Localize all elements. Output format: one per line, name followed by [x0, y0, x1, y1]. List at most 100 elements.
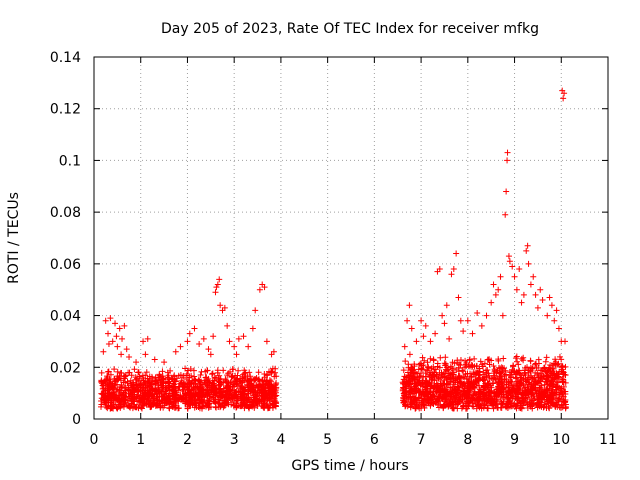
data-point [210, 333, 217, 340]
data-point [266, 390, 273, 397]
data-point [481, 376, 488, 383]
data-point [491, 374, 498, 381]
data-point [406, 351, 413, 358]
data-point [546, 385, 553, 392]
data-point [191, 325, 198, 332]
data-point [159, 368, 166, 375]
data-point [442, 366, 449, 373]
data-point [485, 397, 492, 404]
data-point [116, 325, 123, 332]
data-point [255, 369, 262, 376]
data-point [449, 398, 456, 405]
data-point [143, 369, 150, 376]
data-point [483, 312, 490, 319]
data-point [169, 393, 176, 400]
data-point [430, 372, 437, 379]
data-point [475, 397, 482, 404]
data-point [108, 390, 115, 397]
data-point [239, 373, 246, 380]
data-point [518, 372, 525, 379]
data-point [516, 266, 523, 273]
x-axis-label: GPS time / hours [291, 458, 408, 474]
data-point [124, 380, 131, 387]
data-point [428, 394, 435, 401]
data-point [141, 392, 148, 399]
data-point [153, 394, 160, 401]
data-point [214, 281, 221, 288]
data-point [512, 381, 519, 388]
data-point [474, 309, 481, 316]
data-point [220, 367, 227, 374]
data-point [464, 390, 471, 397]
data-point [477, 389, 484, 396]
data-point [555, 373, 562, 380]
data-point [490, 363, 497, 370]
data-point [552, 395, 559, 402]
data-point [472, 371, 479, 378]
data-point [192, 390, 199, 397]
data-point [548, 377, 555, 384]
data-point [454, 401, 461, 408]
data-point [404, 369, 411, 376]
data-point [220, 379, 227, 386]
data-point [435, 382, 442, 389]
data-point [543, 354, 550, 361]
data-point [135, 369, 142, 376]
data-point [108, 405, 115, 412]
data-point [516, 367, 523, 374]
data-point [273, 373, 280, 380]
data-point [461, 385, 468, 392]
data-point [461, 364, 468, 371]
data-point [411, 376, 418, 383]
data-point [211, 374, 218, 381]
data-point [512, 355, 519, 362]
data-point [509, 393, 516, 400]
data-point [420, 333, 427, 340]
data-point [528, 391, 535, 398]
data-point [471, 363, 478, 370]
data-point [455, 373, 462, 380]
data-point [240, 387, 247, 394]
data-point [446, 335, 453, 342]
data-point [413, 402, 420, 409]
data-point [109, 338, 116, 345]
data-point [420, 388, 427, 395]
data-point [244, 402, 251, 409]
data-point [261, 371, 268, 378]
data-point [455, 294, 462, 301]
data-point [239, 380, 246, 387]
data-point [209, 370, 216, 377]
data-point [251, 377, 258, 384]
data-point [248, 382, 255, 389]
grid-lines [94, 57, 608, 419]
data-point [551, 317, 558, 324]
data-point [523, 247, 530, 254]
data-point [238, 391, 245, 398]
data-point [154, 400, 161, 407]
data-point [107, 371, 114, 378]
x-tick-label: 5 [323, 432, 332, 448]
data-point [527, 358, 534, 365]
data-point [534, 304, 541, 311]
data-point [98, 403, 105, 410]
data-point [132, 374, 139, 381]
data-point [442, 370, 449, 377]
data-point [133, 393, 140, 400]
data-point [125, 369, 132, 376]
data-point [161, 394, 168, 401]
data-point [443, 302, 450, 309]
data-point [548, 389, 555, 396]
data-point [193, 399, 200, 406]
data-point [524, 242, 531, 249]
data-point [547, 372, 554, 379]
data-point [442, 360, 449, 367]
data-point [152, 387, 159, 394]
data-point [256, 381, 263, 388]
data-point [448, 402, 455, 409]
data-point [217, 302, 224, 309]
data-point [527, 386, 534, 393]
data-point [437, 391, 444, 398]
data-point [462, 400, 469, 407]
data-point [102, 388, 109, 395]
data-point [488, 375, 495, 382]
